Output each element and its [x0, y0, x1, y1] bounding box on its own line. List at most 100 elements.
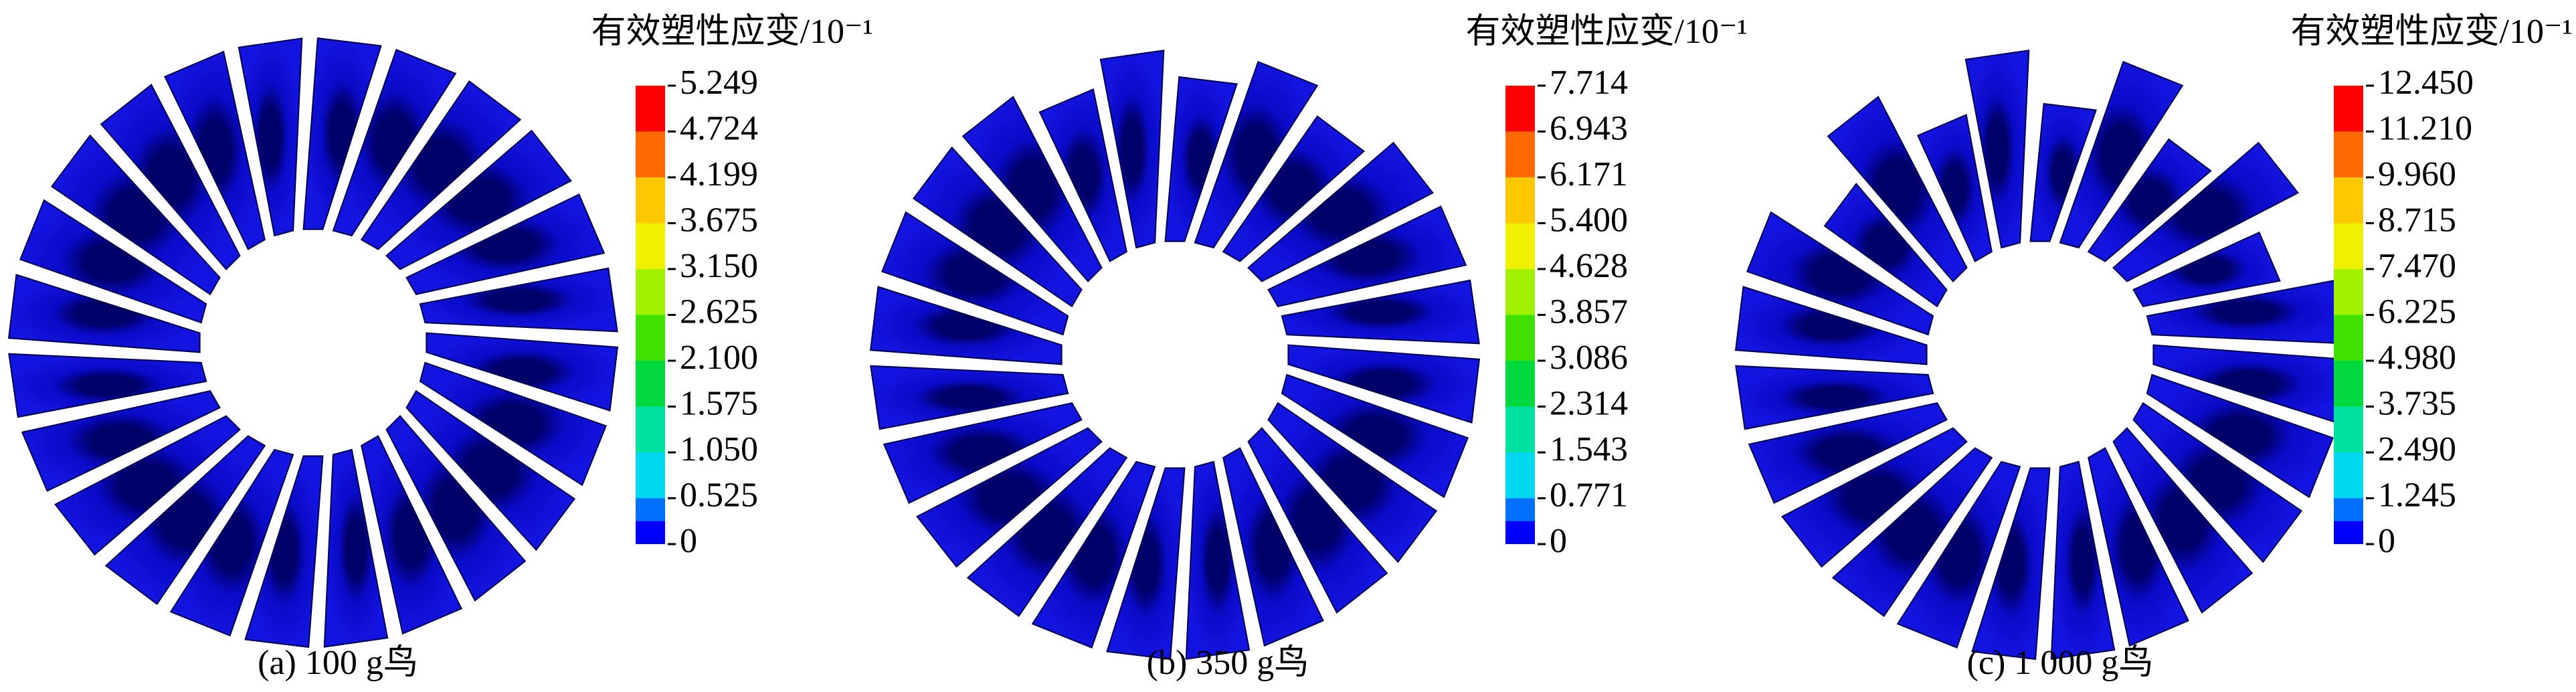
panel: 5.249 4.724 4.199 3.675 3.150 2.625 2.100 1.575… [7, 13, 874, 682]
colorbar-label: 0.525 [680, 476, 758, 514]
blade [323, 448, 389, 648]
colorbar-label: 7.470 [2378, 247, 2456, 285]
colorbar-band [1505, 406, 1535, 453]
blade [2132, 402, 2303, 564]
colorbar-band [2334, 223, 2363, 270]
colorbar-band [2334, 452, 2363, 499]
colorbar-band [636, 452, 665, 499]
colorbar-label: 5.249 [680, 64, 758, 102]
colorbar-band [2334, 315, 2363, 361]
blade [961, 96, 1103, 282]
colorbar-label: 4.980 [2378, 339, 2456, 377]
colorbar-band [636, 361, 665, 407]
blade [1896, 460, 2021, 648]
colorbar-label: 8.715 [2378, 201, 2456, 239]
colorbar-band [1505, 223, 1535, 270]
colorbar-label: 1.575 [680, 384, 758, 422]
blade [8, 353, 207, 418]
blade [2050, 460, 2116, 660]
blade [1964, 50, 2030, 249]
blade [385, 129, 572, 270]
blade [21, 390, 221, 492]
blade [869, 286, 1063, 365]
blade [385, 415, 527, 602]
blade [244, 455, 324, 648]
blade [966, 447, 1128, 618]
colorbar-band [2334, 269, 2363, 315]
colorbar-band [636, 315, 665, 361]
colorbar-label: 1.543 [1550, 430, 1628, 468]
colorbar-band [636, 498, 665, 522]
colorbar-label: 12.450 [2378, 64, 2474, 102]
colorbar-label: 6.171 [1550, 155, 1628, 193]
colorbar-label: 1.050 [680, 430, 758, 468]
blade [1194, 61, 1319, 249]
colorbar-label: 4.199 [680, 155, 758, 193]
blade [426, 332, 619, 412]
blade [2112, 427, 2253, 614]
blade [2059, 61, 2184, 249]
blade [2029, 102, 2098, 242]
colorbar-band [2334, 177, 2363, 224]
colorbar-label: 0.771 [1550, 476, 1628, 514]
colorbar-band [2334, 521, 2363, 544]
blade [1281, 279, 1480, 345]
panel: 7.714 6.943 6.171 5.400 4.628 3.857 3.086 2.314… [869, 13, 1748, 682]
blade [870, 365, 1069, 430]
panel: 12.450 11.210 9.960 8.715 7.470 6.225 4.980 3.7… [1734, 13, 2573, 682]
blade [1164, 76, 1238, 242]
blade [1267, 402, 1438, 564]
colorbar-label: 4.724 [680, 109, 758, 147]
colorbar-band [2334, 131, 2363, 178]
colorbar-label: 9.960 [2378, 155, 2456, 193]
blade [1267, 205, 1467, 307]
caption: (b) 350 g鸟 [1147, 644, 1309, 682]
colorbar-label: 3.735 [2378, 384, 2456, 422]
colorbar-band [636, 223, 665, 270]
colorbar-band [1505, 498, 1535, 522]
blade [238, 37, 303, 237]
colorbar-label: 1.245 [2378, 476, 2456, 514]
blade [1917, 114, 1993, 262]
colorbar-band [636, 521, 665, 544]
colorbar-label: 6.225 [2378, 292, 2456, 331]
blade [104, 435, 266, 606]
blade [405, 390, 576, 551]
colorbar-label: 3.857 [1550, 292, 1628, 331]
blade [1781, 427, 1968, 568]
colorbar-label: 4.628 [1550, 247, 1628, 285]
colorbar-label: 3.150 [680, 247, 758, 285]
caption: (a) 100 g鸟 [258, 644, 418, 682]
blade [419, 267, 618, 333]
caption: (c) 1 000 g鸟 [1967, 644, 2154, 682]
colorbar-label: 5.400 [1550, 201, 1628, 239]
blade [1287, 344, 1481, 424]
blade [2112, 141, 2299, 282]
colorbar-band [2334, 361, 2363, 407]
blade [302, 37, 382, 230]
colorbar-band [2334, 406, 2363, 453]
blade [1247, 427, 1388, 614]
colorbar-band [2334, 86, 2363, 132]
blade [1038, 88, 1127, 262]
blade [1031, 460, 1156, 648]
colorbar-band [636, 177, 665, 224]
colorbar-label: 3.675 [680, 201, 758, 239]
blade [1222, 447, 1324, 647]
colorbar-label: 6.943 [1550, 109, 1628, 147]
blade [164, 50, 266, 250]
blade [916, 427, 1103, 568]
legend-title: 有效塑性应变/10⁻¹ [591, 13, 874, 51]
colorbar-label: 0 [1550, 522, 1567, 560]
colorbar-band [2334, 498, 2363, 522]
blade [7, 274, 201, 353]
legend-title: 有效塑性应变/10⁻¹ [1466, 13, 1748, 51]
blade [1099, 50, 1165, 249]
colorbar-band [636, 86, 665, 132]
blade [1823, 183, 1948, 308]
blade [1831, 447, 1993, 618]
colorbar-band [1505, 521, 1535, 544]
colorbar-label: 0 [680, 522, 697, 560]
blade [1222, 115, 1366, 262]
